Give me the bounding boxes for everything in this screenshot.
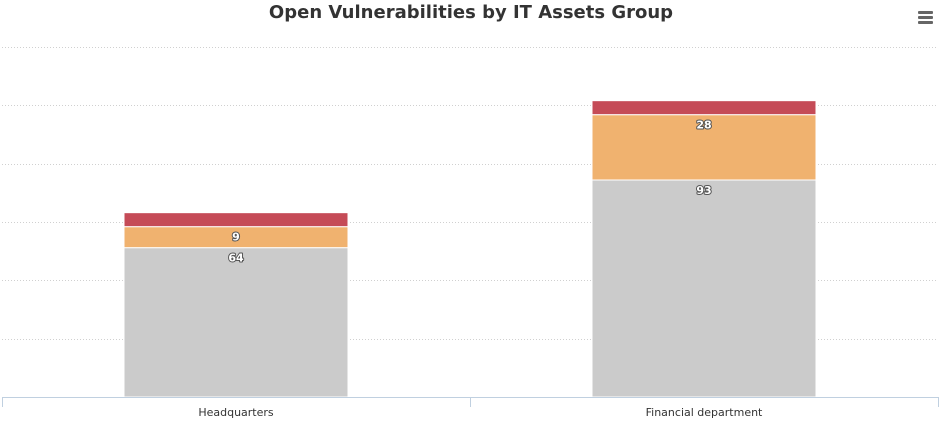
bar-1-series-2[interactable] (591, 100, 817, 116)
bar-0-series-0[interactable] (123, 247, 349, 398)
data-label-0-series-1: 9 (232, 231, 240, 244)
bar-0-series-2[interactable] (123, 212, 349, 228)
data-label-1-series-1: 28 (696, 119, 711, 132)
chart-title: Open Vulnerabilities by IT Assets Group (268, 2, 674, 23)
bar-1-series-0[interactable] (591, 179, 817, 398)
data-label-1-series-0: 93 (696, 184, 711, 197)
x-tick-label-0: Headquarters (198, 406, 274, 419)
x-tick-label-1: Financial department (646, 406, 763, 419)
hamburger-menu-icon[interactable] (914, 7, 938, 27)
data-label-0-series-0: 64 (228, 252, 244, 265)
bar-1-series-1[interactable] (591, 114, 817, 181)
